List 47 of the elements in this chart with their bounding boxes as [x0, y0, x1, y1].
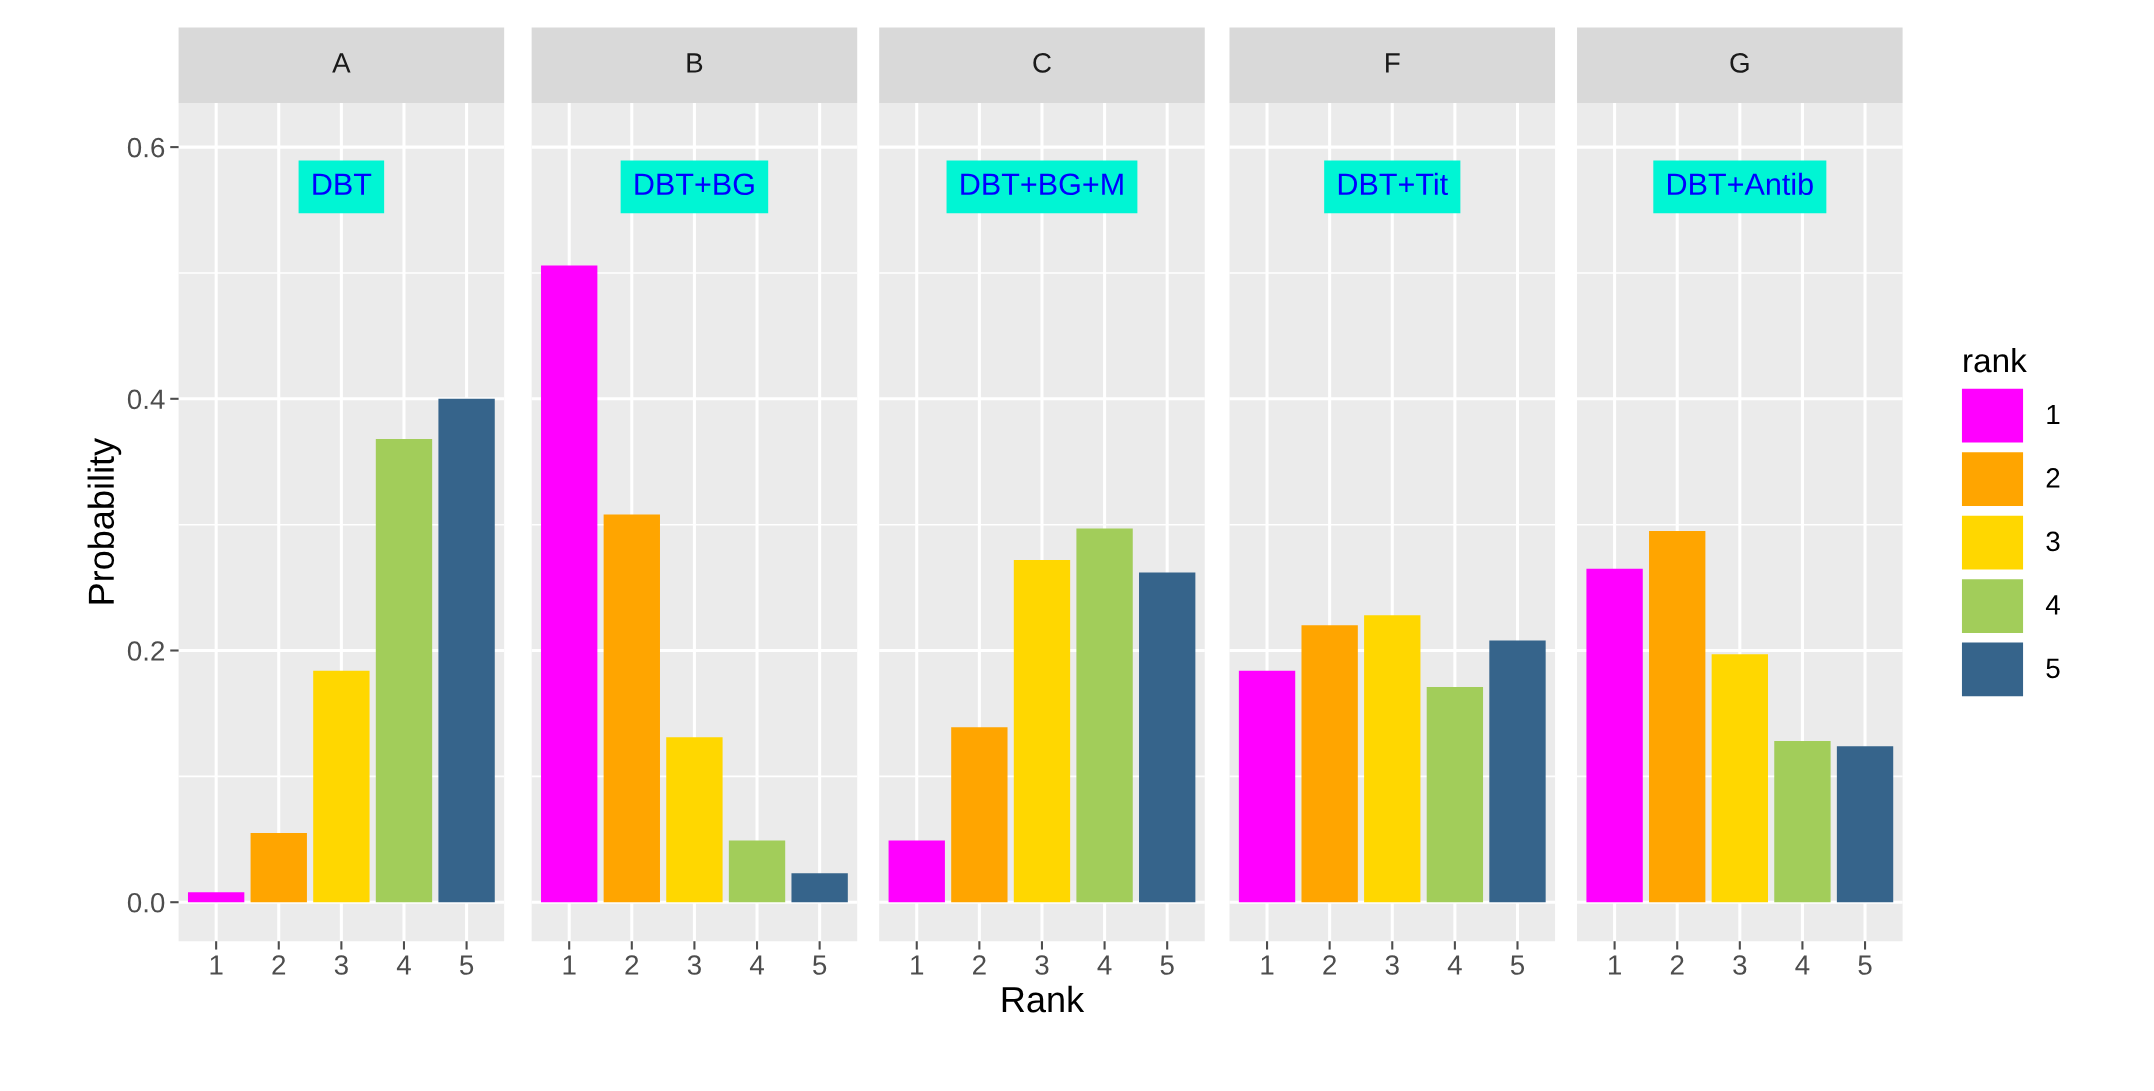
chart-title: C [1033, 53, 1051, 73]
x-tick-label: 5 [1858, 955, 1872, 975]
x-tick-label: 2 [1670, 955, 1684, 975]
chart-title: G [1730, 53, 1749, 73]
x-tick-label: 1 [563, 955, 576, 975]
y-axis-title: Probability [87, 437, 122, 604]
x-tick-label: 2 [973, 955, 986, 975]
x-tick-label: 5 [1510, 955, 1525, 975]
x-axis-title: Rank [1002, 985, 1085, 1013]
y-tick-label: 0.4 [127, 389, 165, 410]
legend-title: rank [1964, 347, 2027, 373]
x-tick-label: 2 [1323, 955, 1336, 975]
legend-label: 3 [2046, 531, 2060, 552]
x-tick-label: 2 [625, 955, 639, 975]
y-tick-label: 0.2 [127, 641, 164, 661]
x-tick-label: 2 [272, 955, 286, 975]
x-tick-label: 5 [813, 955, 827, 975]
x-tick-label: 1 [1609, 955, 1621, 975]
legend-label: 1 [2047, 404, 2060, 424]
x-tick-label: 4 [1795, 955, 1810, 975]
x-tick-label: 3 [1385, 955, 1399, 975]
chart-title: F [1386, 53, 1400, 73]
chart-title: B [687, 53, 703, 73]
x-tick-label: 5 [459, 955, 474, 975]
x-tick-label: 1 [1261, 955, 1274, 975]
x-tick-label: 3 [1035, 955, 1049, 975]
annotation: DBT [313, 173, 372, 195]
chart-title: A [332, 53, 351, 73]
annotation: DBT+Antib [1668, 172, 1813, 196]
x-tick-label: 1 [210, 955, 223, 975]
legend-label: 2 [2046, 468, 2060, 488]
y-tick-label: 0.0 [127, 892, 165, 913]
annotation: DBT+Tit [1338, 172, 1448, 196]
legend-label: 4 [2045, 595, 2060, 615]
x-tick-label: 4 [396, 955, 411, 975]
legend-label: 5 [2046, 658, 2060, 679]
x-tick-label: 4 [1097, 955, 1112, 975]
x-tick-label: 4 [749, 955, 764, 975]
x-tick-label: 3 [334, 955, 348, 975]
annotation: DBT+BG+M [961, 173, 1123, 196]
annotation: DBT+BG [635, 173, 754, 196]
x-tick-label: 4 [1447, 955, 1462, 975]
x-tick-label: 5 [1160, 955, 1174, 975]
x-tick-label: 3 [687, 955, 701, 975]
x-tick-label: 1 [911, 955, 924, 975]
x-tick-label: 3 [1733, 955, 1747, 975]
y-tick-label: 0.6 [127, 137, 165, 158]
